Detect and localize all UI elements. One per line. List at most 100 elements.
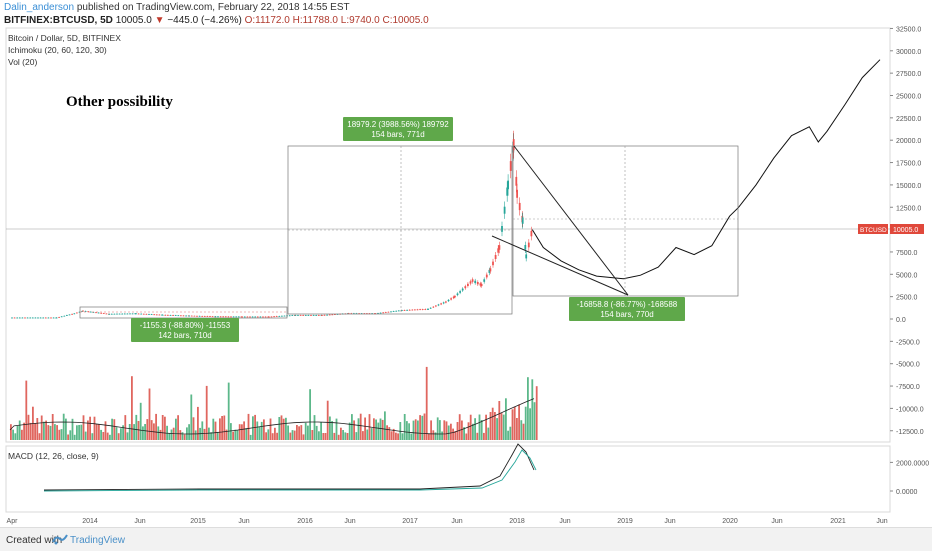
volume-bar — [491, 407, 494, 440]
volume-bar — [447, 425, 450, 440]
ohlc-values: O:11172.0 H:11788.0 L:9740.0 C:10005.0 — [244, 15, 429, 26]
tradingview-brand[interactable]: TradingView — [70, 535, 126, 546]
volume-bar — [302, 434, 305, 440]
volume-bar — [509, 426, 512, 440]
measure-label-box — [131, 318, 239, 342]
volume-bar — [498, 401, 501, 440]
volume-bar — [62, 413, 65, 440]
volume-bar — [40, 415, 43, 440]
volume-bar — [478, 414, 481, 440]
price-tick-label: 15000.0 — [896, 183, 921, 190]
price-tick-label: 30000.0 — [896, 49, 921, 56]
candle-body — [304, 315, 307, 316]
candle-body — [512, 139, 515, 151]
volume-bar — [80, 424, 83, 440]
candle-body — [328, 314, 331, 316]
volume-bar — [309, 389, 311, 440]
symbol-tag — [858, 224, 888, 234]
volume-bar — [489, 412, 492, 440]
candle-body — [471, 279, 474, 282]
volume-bar — [188, 424, 190, 440]
volume-bar — [126, 432, 129, 440]
candle-body — [379, 312, 382, 314]
volume-bar — [421, 415, 424, 440]
candle-body — [113, 313, 116, 315]
volume-bar — [366, 429, 369, 440]
candle-body — [467, 283, 469, 286]
volume-bar — [117, 433, 120, 440]
candle-body — [201, 316, 204, 317]
volume-bar — [381, 419, 384, 440]
volume-bar — [480, 420, 483, 440]
candle-body — [524, 245, 527, 250]
volume-bar — [47, 425, 50, 440]
time-tick-label: Jun — [559, 518, 570, 525]
time-tick-label: Jun — [238, 518, 249, 525]
candle-body — [185, 315, 187, 317]
measure-label-value: -1155.3 (-88.80%) -11553 — [140, 321, 231, 330]
volume-bar — [25, 380, 28, 440]
volume-bar — [304, 422, 307, 440]
time-tick-label: 2016 — [297, 518, 313, 525]
candle-body — [384, 312, 387, 313]
volume-bar — [296, 425, 298, 440]
volume-bar — [179, 430, 182, 440]
volume-bar — [425, 366, 428, 440]
volume-bar — [520, 420, 523, 440]
volume-bar — [56, 425, 58, 440]
volume-bar — [45, 420, 47, 440]
candle-body — [317, 315, 320, 316]
publish-info: Dalin_anderson published on TradingView.… — [4, 2, 350, 13]
time-tick-label: 2015 — [190, 518, 206, 525]
volume-bar — [289, 432, 292, 440]
candle-body — [193, 315, 196, 317]
candle-body — [437, 304, 440, 306]
volume-bar — [502, 414, 505, 440]
candle-body — [148, 314, 150, 315]
chart-panes — [5, 27, 891, 513]
volume-bar — [522, 423, 525, 440]
volume-bar — [177, 415, 179, 440]
volume-bar — [38, 433, 41, 440]
volume-bar — [274, 427, 276, 440]
price-tick-label: 12500.0 — [896, 205, 921, 212]
candle-body — [82, 310, 84, 312]
volume-bar — [412, 420, 415, 440]
candle-body — [321, 315, 323, 316]
time-tick-label: Jun — [876, 518, 887, 525]
volume-bar — [65, 418, 67, 440]
price-tick-label: -2500.0 — [896, 339, 920, 346]
candle-body — [442, 302, 445, 304]
volume-bar — [346, 433, 349, 440]
volume-bar — [197, 406, 199, 440]
volume-bar — [234, 429, 237, 440]
volume-bar — [269, 418, 272, 440]
price-tick-label: 17500.0 — [896, 161, 921, 168]
candle-body — [390, 311, 392, 313]
last-price-tag-label: 10005.0 — [893, 227, 918, 234]
volume-bar — [216, 431, 219, 440]
annotation-text[interactable]: Other possibility — [66, 94, 173, 110]
volume-bar — [467, 422, 470, 440]
candle-body — [264, 316, 267, 318]
volume-bar — [124, 415, 127, 440]
volume-bar — [417, 420, 419, 440]
volume-bar — [423, 413, 426, 440]
candle-body — [167, 314, 169, 316]
time-tick-label: Jun — [451, 518, 462, 525]
candle-body — [403, 310, 406, 311]
volume-bar — [443, 420, 446, 440]
candle-body — [84, 311, 87, 312]
price-tick-label: 2500.0 — [896, 295, 918, 302]
candle-body — [92, 312, 95, 313]
candle-body — [95, 312, 97, 314]
macd-signal-line — [43, 449, 537, 492]
volume-bar — [364, 417, 366, 440]
candle-body — [461, 288, 464, 291]
volume-bar — [276, 432, 278, 440]
measure-label-value: -16858.8 (-86.77%) -168588 — [577, 300, 678, 309]
author-link[interactable]: Dalin_anderson — [4, 2, 75, 13]
volume-bar — [324, 433, 327, 440]
